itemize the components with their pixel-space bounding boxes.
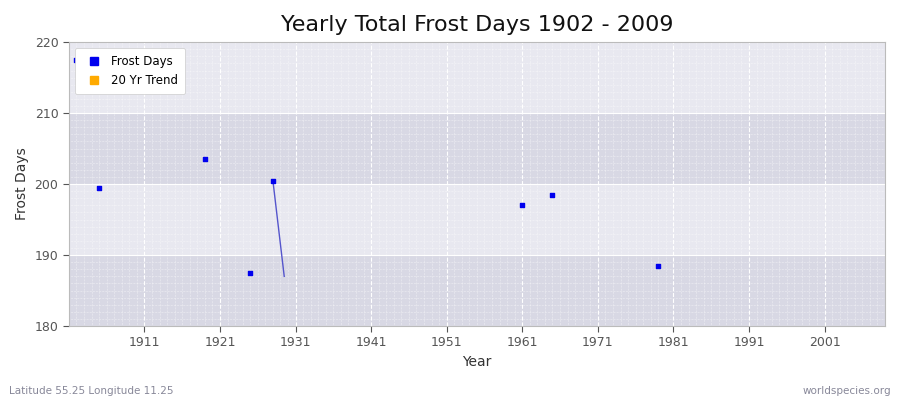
- Text: Latitude 55.25 Longitude 11.25: Latitude 55.25 Longitude 11.25: [9, 386, 174, 396]
- Bar: [68, 42, 885, 113]
- Point: [651, 262, 665, 269]
- Bar: [68, 184, 885, 255]
- Legend: Frost Days, 20 Yr Trend: Frost Days, 20 Yr Trend: [75, 48, 185, 94]
- X-axis label: Year: Year: [463, 355, 491, 369]
- Text: worldspecies.org: worldspecies.org: [803, 386, 891, 396]
- Point: [198, 156, 212, 162]
- Point: [545, 192, 560, 198]
- Point: [69, 57, 84, 63]
- Point: [515, 202, 529, 208]
- Point: [92, 184, 106, 191]
- Bar: [68, 255, 885, 326]
- Y-axis label: Frost Days: Frost Days: [15, 148, 29, 220]
- Point: [243, 270, 257, 276]
- Title: Yearly Total Frost Days 1902 - 2009: Yearly Total Frost Days 1902 - 2009: [281, 15, 673, 35]
- Point: [266, 177, 280, 184]
- Bar: [68, 113, 885, 184]
